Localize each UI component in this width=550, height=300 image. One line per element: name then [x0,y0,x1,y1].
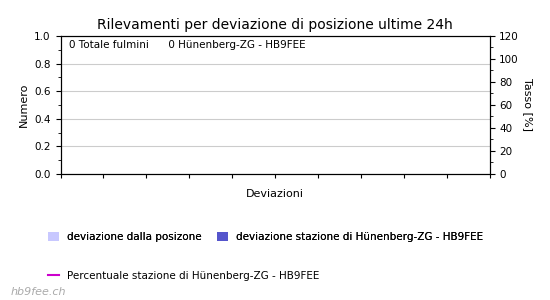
Y-axis label: Numero: Numero [19,83,29,127]
Text: 0 Totale fulmini      0 Hünenberg-ZG - HB9FEE: 0 Totale fulmini 0 Hünenberg-ZG - HB9FEE [69,40,306,50]
Title: Rilevamenti per deviazione di posizione ultime 24h: Rilevamenti per deviazione di posizione … [97,18,453,32]
Legend: deviazione dalla posizone, deviazione stazione di Hünenberg-ZG - HB9FEE: deviazione dalla posizone, deviazione st… [44,228,487,246]
Y-axis label: Tasso [%]: Tasso [%] [523,79,533,131]
Legend: Percentuale stazione di Hünenberg-ZG - HB9FEE: Percentuale stazione di Hünenberg-ZG - H… [44,267,323,285]
Text: hb9fee.ch: hb9fee.ch [11,287,67,297]
X-axis label: Deviazioni: Deviazioni [246,189,304,199]
